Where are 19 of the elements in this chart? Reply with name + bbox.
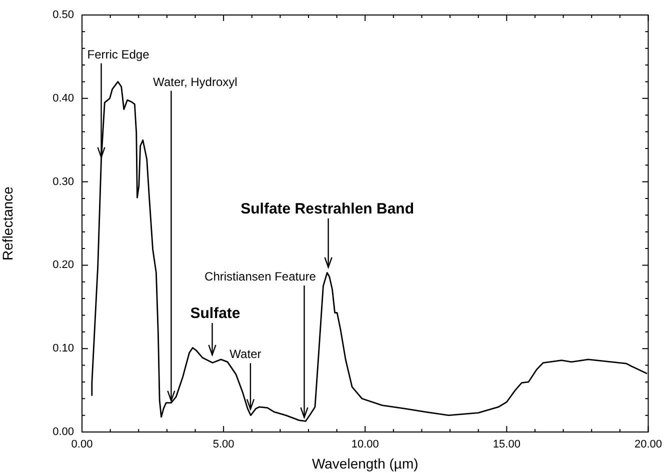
annotation: Sulfate Restrahlen Band <box>240 200 414 218</box>
y-tick-label: 0.20 <box>52 259 74 272</box>
annotation: Water, Hydroxyl <box>153 74 238 89</box>
annotation: Ferric Edge <box>87 47 150 62</box>
x-tick-label: 10.00 <box>351 438 379 451</box>
annotation: Christiansen Feature <box>204 269 316 284</box>
x-tick-label: 5.00 <box>212 438 234 451</box>
annotation: Sulfate <box>190 304 240 322</box>
x-tick-label: 15.00 <box>492 438 520 451</box>
y-tick-label: 0.40 <box>52 92 74 104</box>
y-tick-label: 0.30 <box>52 176 74 188</box>
y-axis-title: Reflectance <box>0 186 16 260</box>
x-tick-label: 0.00 <box>71 438 93 451</box>
y-tick-label: 0.00 <box>52 426 74 438</box>
y-tick-label: 0.50 <box>52 9 74 22</box>
x-axis-title: Wavelength (µm) <box>312 455 418 472</box>
y-tick-label: 0.10 <box>52 342 74 355</box>
annotation: Water <box>230 347 262 362</box>
x-tick-label: 20.00 <box>634 438 662 451</box>
